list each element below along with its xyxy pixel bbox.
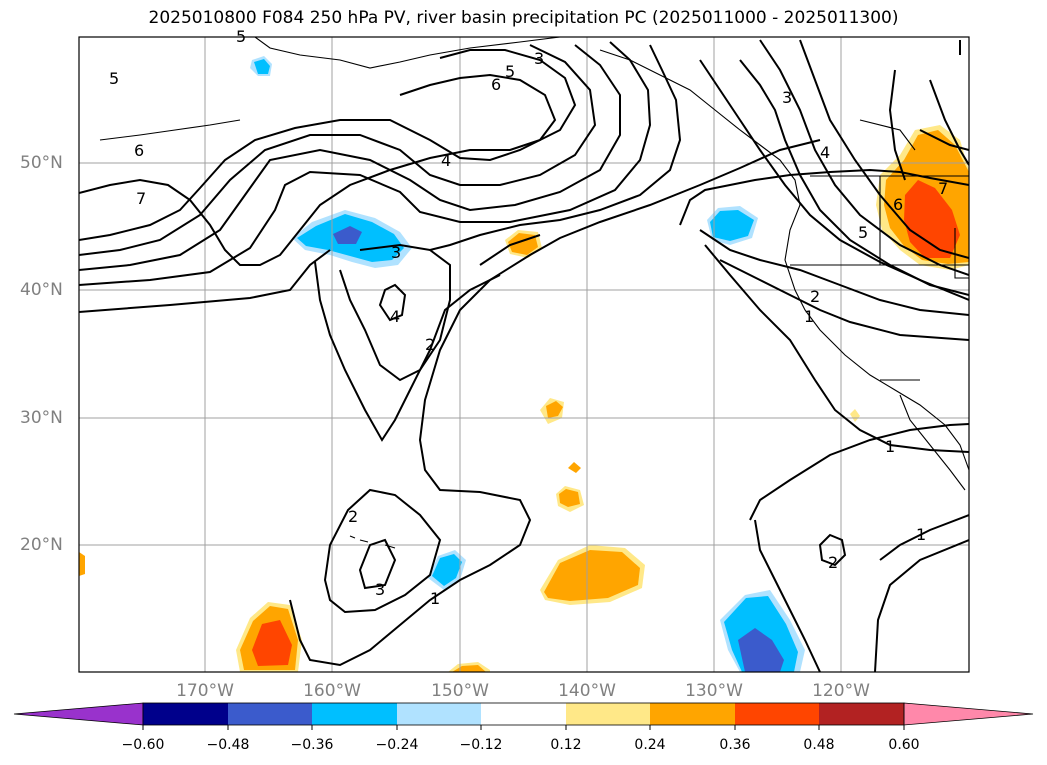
contour-label: 1: [804, 307, 814, 326]
colorbar-bin: [566, 703, 650, 725]
map-title: 2025010800 F084 250 hPa PV, river basin …: [148, 8, 899, 28]
contour-label: 4: [441, 151, 451, 170]
contour-label: 5: [505, 62, 515, 81]
contour-label: 2: [425, 335, 435, 354]
contour-label: 3: [534, 49, 544, 68]
colorbar-tick-label: −0.48: [206, 737, 250, 753]
colorbar-tick-label: 0.60: [888, 737, 920, 753]
colorbar-bin: [228, 703, 312, 725]
coastlines: [99, 37, 969, 549]
colorbar-bin: [819, 703, 904, 725]
colorbar: [13, 702, 1034, 730]
precip-shading: [79, 56, 969, 672]
colorbar-tick-label: 0.24: [634, 737, 666, 753]
lon-label-160w: 160°W: [303, 681, 361, 701]
lon-label-120w: 120°W: [812, 681, 870, 701]
contour-label: 1: [885, 437, 895, 456]
contour-label: 5: [109, 69, 119, 88]
lat-label-30n: 30°N: [20, 408, 63, 428]
pv-contours: [79, 39, 969, 672]
lon-label-130w: 130°W: [685, 681, 743, 701]
colorbar-tick-label: −0.24: [375, 737, 419, 753]
map-frame: [78, 36, 970, 673]
colorbar-tick-label: 0.36: [719, 737, 751, 753]
contour-label: 3: [375, 580, 385, 599]
colorbar-tick-label: −0.36: [290, 737, 334, 753]
colorbar-bin: [397, 703, 481, 725]
contour-label: 1: [916, 525, 926, 544]
colorbar-bin: [481, 703, 566, 725]
contour-label: 1: [430, 589, 440, 608]
colorbar-tick-label: 0.48: [803, 737, 835, 753]
colorbar-extend-min: [13, 702, 144, 726]
lon-label-140w: 140°W: [558, 681, 616, 701]
lat-label-20n: 20°N: [20, 535, 63, 555]
lat-label-50n: 50°N: [20, 153, 63, 173]
colorbar-bin: [735, 703, 819, 725]
contour-label: 6: [134, 141, 144, 160]
contour-label: 2: [828, 553, 838, 572]
colorbar-tick-label: −0.12: [459, 737, 503, 753]
lat-label-40n: 40°N: [20, 280, 63, 300]
contour-label: 3: [391, 243, 401, 262]
contour-labels: 5 3 6 5 6 7 4 3 4 2 2 3 1 3 4 7 6 5 2 1 …: [109, 27, 948, 608]
colorbar-bin: [312, 703, 397, 725]
contour-label: 3: [782, 88, 792, 107]
contour-label: 6: [491, 75, 501, 94]
colorbar-bin: [143, 703, 228, 725]
contour-label: 2: [348, 507, 358, 526]
colorbar-tick-label: 0.12: [550, 737, 582, 753]
lon-label-170w: 170°W: [176, 681, 234, 701]
colorbar-tick-label: −0.60: [121, 737, 165, 753]
contour-label: 4: [390, 307, 400, 326]
colorbar-bin: [650, 703, 735, 725]
contour-label: 2: [810, 287, 820, 306]
contour-label: 5: [858, 223, 868, 242]
lon-label-150w: 150°W: [431, 681, 489, 701]
contour-label: 7: [136, 189, 146, 208]
contour-label: 7: [938, 179, 948, 198]
map-plot: [79, 37, 969, 672]
contour-label: 4: [820, 143, 830, 162]
contour-label: 6: [893, 195, 903, 214]
colorbar-extend-max: [903, 702, 1034, 726]
